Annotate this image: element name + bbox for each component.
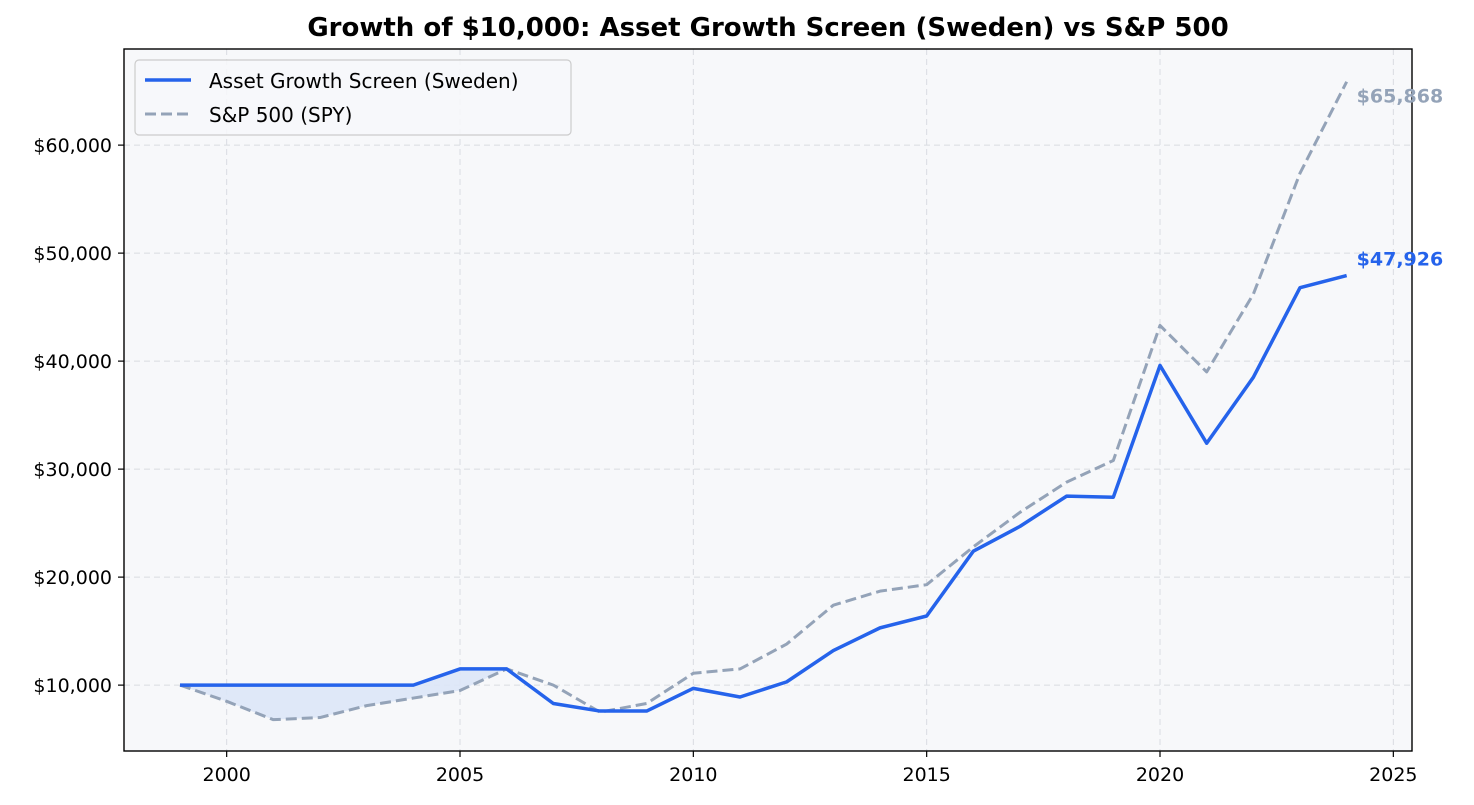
series-layer: [179, 81, 1349, 722]
chart-title: Growth of $10,000: Asset Growth Screen (…: [307, 13, 1228, 43]
legend-label-sweden: Asset Growth Screen (Sweden): [209, 69, 519, 93]
x-tick-label-5: 2025: [1369, 764, 1417, 786]
y-axis: $10,000 $20,000 $30,000 $40,000 $50,000 $60,0…: [33, 135, 124, 697]
series-line-spy: [179, 81, 1349, 722]
end-label-sweden: $47,926: [1357, 249, 1444, 271]
x-tick-label-1: 2005: [436, 764, 484, 786]
end-label-spy: $65,868: [1357, 86, 1444, 108]
series-line-sweden: [180, 273, 1348, 713]
y-tick-label-3: $40,000: [33, 351, 112, 373]
x-tick-label-2: 2010: [669, 764, 717, 786]
x-tick-label-4: 2020: [1136, 764, 1184, 786]
y-tick-label-2: $30,000: [33, 459, 112, 481]
x-tick-label-0: 2000: [202, 764, 250, 786]
end-labels: $47,926 $65,868: [1357, 86, 1444, 271]
y-tick-label-1: $20,000: [33, 567, 112, 589]
plot-area: [124, 49, 1412, 751]
legend-label-spy: S&P 500 (SPY): [209, 103, 352, 127]
x-axis: 2000 2005 2010 2015 2020 2025: [202, 751, 1418, 786]
y-tick-label-5: $60,000: [33, 135, 112, 157]
plot-frame: [123, 48, 1413, 752]
y-tick-label-4: $50,000: [33, 243, 112, 265]
legend-box: [134, 59, 572, 136]
y-tick-label-0: $10,000: [33, 675, 112, 697]
x-tick-label-3: 2015: [902, 764, 950, 786]
legend[interactable]: Asset Growth Screen (Sweden) S&P 500 (SP…: [134, 59, 572, 136]
